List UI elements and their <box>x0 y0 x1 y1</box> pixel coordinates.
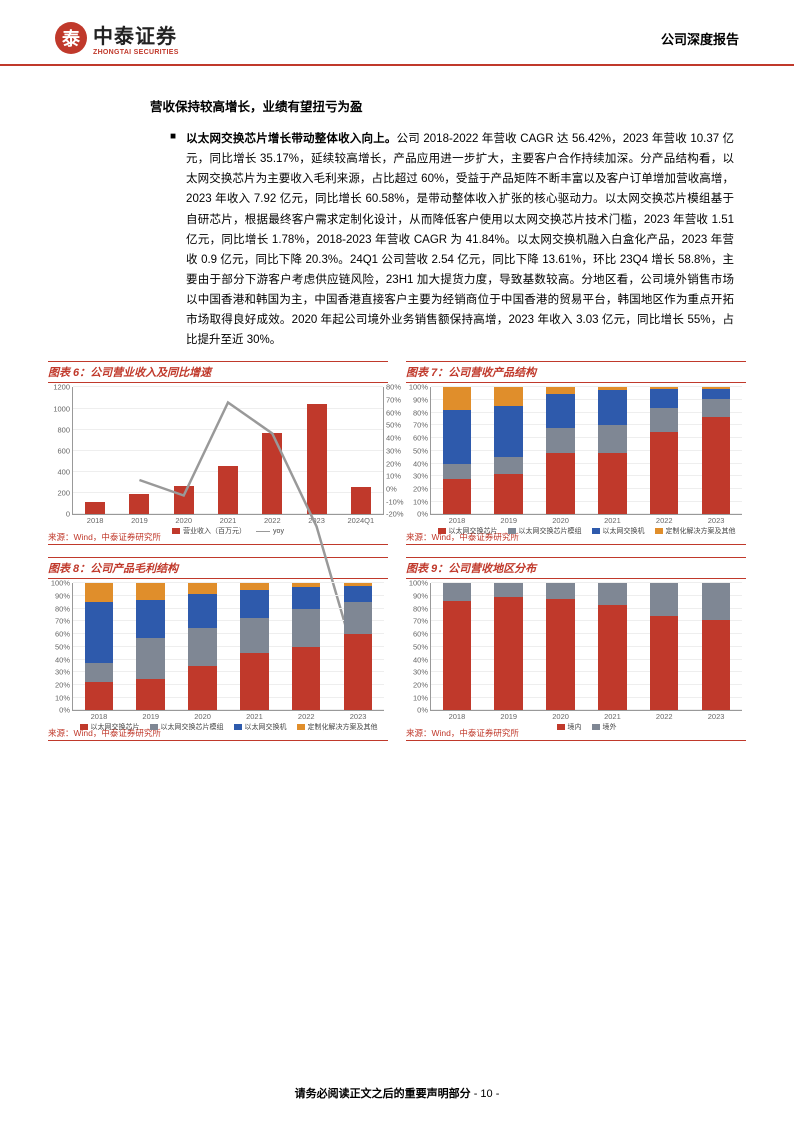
logo-en: ZHONGTAI SECURITIES <box>93 49 179 56</box>
lead-sentence: 以太网交换芯片增长带动整体收入向上。 <box>186 133 397 145</box>
chart-9-title: 图表 9：公司营收地区分布 <box>406 557 746 579</box>
chart-8: 图表 8：公司产品毛利结构 0%10%20%30%40%50%60%70%80%… <box>48 557 388 741</box>
report-type: 公司深度报告 <box>661 29 739 48</box>
logo-cn: 中泰证券 <box>93 20 179 49</box>
body-rest: 公司 2018-2022 年营收 CAGR 达 56.42%，2023 年营收 … <box>186 133 734 346</box>
chart-9: 图表 9：公司营收地区分布 0%10%20%30%40%50%60%70%80%… <box>406 557 746 741</box>
bullet-paragraph: ■ 以太网交换芯片增长带动整体收入向上。公司 2018-2022 年营收 CAG… <box>170 129 734 350</box>
chart-6-title: 图表 6：公司营业收入及同比增速 <box>48 361 388 383</box>
chart-8-plot: 0%10%20%30%40%50%60%70%80%90%100%2018201… <box>72 583 384 711</box>
chart-6-plot: 020040060080010001200-20%-10%0%10%20%30%… <box>72 387 384 515</box>
body-text: 以太网交换芯片增长带动整体收入向上。公司 2018-2022 年营收 CAGR … <box>186 129 734 350</box>
page-header: 泰 中泰证券 ZHONGTAI SECURITIES 公司深度报告 <box>0 0 794 66</box>
logo-text: 中泰证券 ZHONGTAI SECURITIES <box>93 20 179 56</box>
logo-icon: 泰 <box>55 22 87 54</box>
chart-9-plot: 0%10%20%30%40%50%60%70%80%90%100%2018201… <box>430 583 742 711</box>
chart-6: 图表 6：公司营业收入及同比增速 020040060080010001200-2… <box>48 361 388 545</box>
chart-7-title: 图表 7：公司营收产品结构 <box>406 361 746 383</box>
content-body: 营收保持较高增长，业绩有望扭亏为盈 ■ 以太网交换芯片增长带动整体收入向上。公司… <box>0 66 794 355</box>
chart-7: 图表 7：公司营收产品结构 0%10%20%30%40%50%60%70%80%… <box>406 361 746 545</box>
page-number: - 10 - <box>474 1088 500 1100</box>
page-footer: 请务必阅读正文之后的重要声明部分 - 10 - <box>0 1085 794 1101</box>
chart-7-plot: 0%10%20%30%40%50%60%70%80%90%100%2018201… <box>430 387 742 515</box>
charts-grid: 图表 6：公司营业收入及同比增速 020040060080010001200-2… <box>0 355 794 741</box>
section-title: 营收保持较高增长，业绩有望扭亏为盈 <box>150 96 734 115</box>
bullet-marker: ■ <box>170 131 176 350</box>
footer-text: 请务必阅读正文之后的重要声明部分 <box>295 1088 471 1100</box>
logo: 泰 中泰证券 ZHONGTAI SECURITIES <box>55 20 179 56</box>
